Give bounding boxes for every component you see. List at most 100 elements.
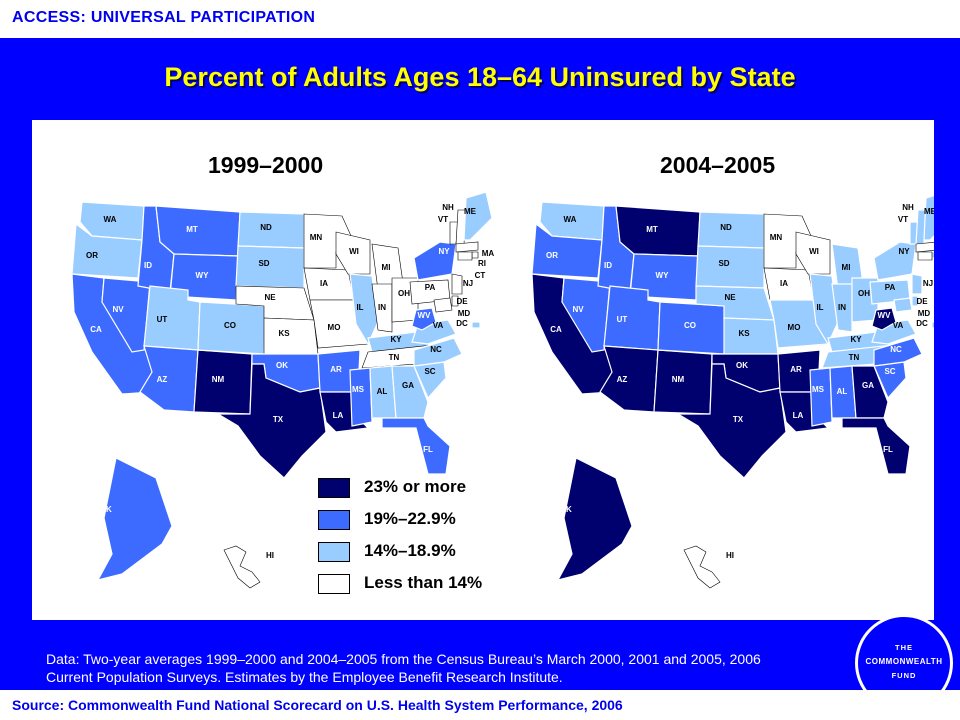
state-tx bbox=[675, 363, 787, 479]
state-label-mo: MO bbox=[788, 323, 801, 332]
state-ct bbox=[457, 251, 473, 261]
state-label-wv: WV bbox=[418, 311, 432, 320]
state-label-vt: VT bbox=[438, 215, 448, 224]
state-de bbox=[911, 295, 919, 307]
state-label-nj: NJ bbox=[923, 279, 933, 288]
state-wv bbox=[411, 307, 437, 331]
state-label-nd: ND bbox=[260, 223, 272, 232]
state-label-or: OR bbox=[86, 251, 98, 260]
state-label-sd: SD bbox=[258, 259, 269, 268]
state-label-wv: WV bbox=[878, 311, 892, 320]
state-label-ri: RI bbox=[478, 259, 486, 268]
state-label-nv: NV bbox=[112, 305, 124, 314]
state-label-ma: MA bbox=[482, 249, 495, 258]
state-il bbox=[349, 273, 379, 346]
state-label-co: CO bbox=[224, 321, 236, 330]
state-label-il: IL bbox=[816, 303, 823, 312]
state-label-mt: MT bbox=[646, 225, 658, 234]
state-label-dc: DC bbox=[456, 319, 468, 328]
state-label-wy: WY bbox=[656, 271, 670, 280]
state-nj bbox=[911, 273, 923, 295]
state-label-mo: MO bbox=[328, 323, 341, 332]
state-label-ms: MS bbox=[352, 385, 365, 394]
state-label-de: DE bbox=[916, 297, 928, 306]
legend-label: 19%–22.9% bbox=[364, 509, 456, 528]
legend: 23% or more 19%–22.9% 14%–18.9% Less tha… bbox=[318, 477, 578, 608]
state-label-nc: NC bbox=[890, 345, 902, 354]
map-title-1999-2000: 1999–2000 bbox=[208, 152, 324, 178]
maps-figure: WA OR CA NV ID MT WY UT AZ NM CO ND SD NE KS OK TX MN IA MO… bbox=[71, 191, 934, 589]
state-nj bbox=[451, 273, 463, 295]
state-label-ky: KY bbox=[390, 335, 402, 344]
state-tx bbox=[215, 363, 327, 479]
state-label-ny: NY bbox=[898, 247, 910, 256]
map-1999-2000: WA OR CA NV ID MT WY UT AZ NM CO ND SD NE KS OK TX MN IA MO… bbox=[71, 191, 495, 589]
state-label-me: ME bbox=[464, 207, 477, 216]
state-dc bbox=[471, 321, 481, 329]
state-label-ga: GA bbox=[402, 381, 414, 390]
state-wv bbox=[871, 307, 897, 331]
slide-title: Percent of Adults Ages 18–64 Uninsured b… bbox=[164, 62, 796, 92]
state-label-ky: KY bbox=[850, 335, 862, 344]
state-label-ga: GA bbox=[862, 381, 874, 390]
state-label-fl: FL bbox=[883, 445, 893, 454]
state-ks bbox=[263, 317, 319, 355]
state-hi bbox=[223, 545, 261, 589]
state-label-ne: NE bbox=[264, 293, 276, 302]
state-ak bbox=[96, 457, 173, 581]
state-label-sd: SD bbox=[718, 259, 729, 268]
legend-swatch bbox=[318, 478, 350, 498]
section-label: ACCESS: UNIVERSAL PARTICIPATION bbox=[12, 9, 316, 26]
state-nc bbox=[873, 337, 923, 367]
state-label-az: AZ bbox=[617, 375, 628, 384]
state-label-ok: OK bbox=[276, 361, 288, 370]
state-mt bbox=[155, 205, 241, 257]
state-label-sc: SC bbox=[884, 367, 895, 376]
state-label-wi: WI bbox=[809, 247, 819, 256]
state-nc bbox=[413, 337, 463, 367]
legend-label: 14%–18.9% bbox=[364, 541, 456, 560]
state-label-ar: AR bbox=[330, 365, 342, 374]
source-note: Source: Commonwealth Fund National Score… bbox=[12, 697, 623, 713]
state-dc bbox=[931, 321, 934, 329]
state-mo bbox=[309, 299, 369, 349]
state-mt bbox=[615, 205, 701, 257]
state-label-oh: OH bbox=[398, 289, 410, 298]
state-md bbox=[433, 297, 453, 313]
state-label-tx: TX bbox=[733, 415, 744, 424]
state-label-ut: UT bbox=[617, 315, 628, 324]
logo-line: FUND bbox=[891, 671, 917, 680]
state-label-ca: CA bbox=[90, 325, 102, 334]
state-de bbox=[451, 295, 459, 307]
legend-label: 23% or more bbox=[364, 477, 467, 496]
state-sd bbox=[695, 245, 765, 289]
legend-label: Less than 14% bbox=[364, 573, 483, 592]
state-label-pa: PA bbox=[885, 283, 896, 292]
state-label-nd: ND bbox=[720, 223, 732, 232]
state-label-tn: TN bbox=[849, 353, 860, 362]
state-label-fl: FL bbox=[423, 445, 433, 454]
state-label-me: ME bbox=[924, 207, 934, 216]
state-label-dc: DC bbox=[916, 319, 928, 328]
state-in bbox=[831, 283, 853, 333]
state-ct bbox=[917, 251, 933, 261]
state-label-ia: IA bbox=[320, 279, 328, 288]
state-ms bbox=[809, 367, 833, 427]
state-wi bbox=[335, 231, 371, 275]
state-label-al: AL bbox=[837, 387, 848, 396]
map-title-2004-2005: 2004–2005 bbox=[660, 152, 776, 178]
state-label-ia: IA bbox=[780, 279, 788, 288]
state-label-nh: NH bbox=[902, 203, 914, 212]
state-me bbox=[463, 191, 493, 241]
state-label-ak: AK bbox=[560, 505, 572, 514]
state-label-la: LA bbox=[333, 411, 344, 420]
state-wi bbox=[795, 231, 831, 275]
state-label-id: ID bbox=[604, 261, 612, 270]
state-label-nm: NM bbox=[212, 375, 225, 384]
data-note: Data: Two-year averages 1999–2000 and 20… bbox=[46, 651, 761, 685]
state-label-sc: SC bbox=[424, 367, 435, 376]
state-ms bbox=[349, 367, 373, 427]
state-mo bbox=[769, 299, 829, 349]
state-label-hi: HI bbox=[266, 551, 274, 560]
